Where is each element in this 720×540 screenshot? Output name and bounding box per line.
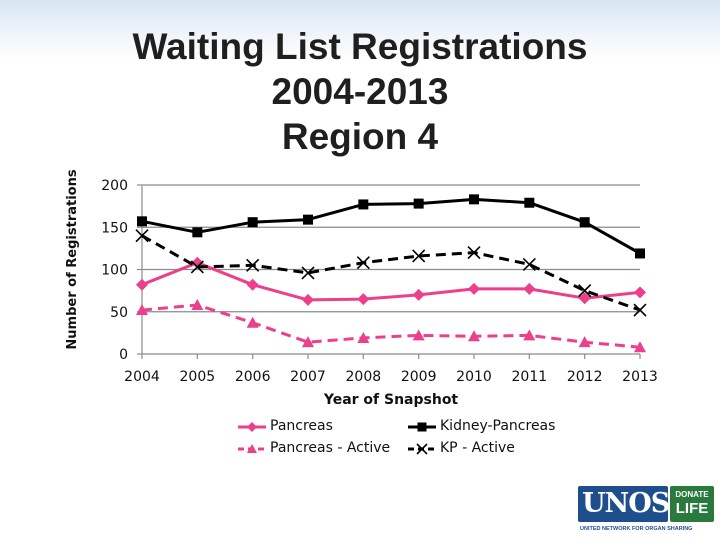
- legend-label: Pancreas - Active: [270, 440, 391, 456]
- data-point-x: [135, 229, 149, 243]
- data-point-square: [469, 194, 479, 205]
- x-tick-label: 2009: [401, 369, 437, 385]
- legend-label: Kidney-Pancreas: [440, 418, 556, 434]
- data-point-triangle: [578, 336, 591, 348]
- chart-legend: Pancreas Kidney-Pancreas Pancreas - Acti…: [236, 417, 596, 463]
- data-point-triangle: [357, 331, 370, 343]
- data-point-x: [578, 284, 592, 298]
- series-pancreas-active: [136, 298, 646, 353]
- data-point-x: [190, 260, 204, 274]
- data-point-diamond: [357, 293, 370, 306]
- title-line-2: 2004-2013: [271, 71, 449, 112]
- data-point-triangle: [302, 336, 314, 348]
- y-axis-title: Number of Registrations: [65, 169, 80, 349]
- x-axis-title: Year of Snapshot: [323, 392, 459, 408]
- series-line: [141, 197, 641, 255]
- data-point-square: [413, 198, 424, 209]
- data-point-triangle: [523, 329, 536, 341]
- series-kp-active: [135, 229, 647, 317]
- series-kidney-pancreas: [137, 194, 645, 259]
- data-point-square: [635, 248, 645, 259]
- title-line-1: Waiting List Registrations: [132, 26, 588, 67]
- data-point-triangle: [412, 329, 425, 341]
- data-point-diamond: [523, 282, 536, 295]
- header-band: [0, 0, 720, 60]
- series-group: [135, 194, 647, 353]
- data-point-square: [303, 214, 313, 225]
- x-tick-label: 2007: [290, 369, 326, 385]
- data-point-diamond: [468, 282, 480, 295]
- y-tick-label: 50: [110, 305, 128, 321]
- logo-wordmark-box: UNOS: [578, 486, 670, 522]
- data-point-x: [522, 257, 536, 271]
- badge-bottom-text: LIFE: [675, 500, 709, 517]
- x-tick-label: 2008: [346, 369, 382, 385]
- series-line: [141, 261, 641, 302]
- data-point-x: [301, 266, 315, 280]
- data-point-square: [247, 217, 258, 228]
- data-point-x: [412, 249, 426, 263]
- series-line: [141, 234, 641, 312]
- logo-tagline: UNITED NETWORK FOR ORGAN SHARING: [580, 526, 693, 532]
- unos-logo: UNOS DONATE LIFE UNITED NETWORK FOR ORGA…: [578, 486, 718, 536]
- slide-title: Waiting List Registrations 2004-2013 Reg…: [0, 24, 720, 159]
- x-tick-label: 2004: [124, 369, 160, 385]
- data-point-x: [356, 256, 370, 270]
- badge-top-text: DONATE: [675, 490, 709, 499]
- data-point-triangle: [136, 304, 148, 316]
- title-line-3: Region 4: [281, 116, 439, 157]
- data-point-triangle: [191, 298, 204, 310]
- axes: [137, 184, 641, 359]
- gridlines: [142, 184, 640, 313]
- legend-label: KP - Active: [440, 440, 515, 456]
- data-point-square: [137, 216, 147, 227]
- x-tick-label: 2010: [456, 369, 492, 385]
- data-point-diamond: [412, 288, 425, 301]
- data-point-x: [633, 303, 647, 317]
- data-point-diamond: [634, 286, 646, 299]
- data-point-x: [467, 246, 481, 260]
- x-tick-label: 2012: [567, 369, 603, 385]
- data-point-diamond: [136, 278, 148, 291]
- axis-labels: 0 50 100 150 200 2004 2005 2006 2007 2008 2009 2010…: [65, 169, 658, 408]
- y-tick-label: 0: [119, 347, 128, 363]
- data-point-square: [579, 217, 590, 228]
- data-point-triangle: [246, 316, 259, 328]
- data-point-x: [246, 258, 260, 272]
- data-point-triangle: [634, 341, 646, 353]
- legend-label: Pancreas: [270, 418, 333, 434]
- legend-marker-x: [408, 443, 436, 455]
- data-point-square: [524, 197, 535, 208]
- legend-marker-triangle: [238, 444, 266, 453]
- logo-wordmark: UNOS: [582, 488, 670, 519]
- data-point-square: [192, 227, 203, 238]
- y-tick-label: 200: [101, 178, 128, 194]
- data-point-diamond: [246, 278, 259, 291]
- x-tick-label: 2011: [512, 369, 548, 385]
- legend-marker-square: [408, 422, 436, 432]
- data-point-square: [358, 199, 369, 210]
- y-tick-label: 100: [101, 263, 128, 279]
- series-pancreas: [136, 256, 646, 306]
- legend-marker-diamond: [238, 422, 266, 432]
- data-point-triangle: [468, 330, 480, 342]
- donate-life-badge: DONATE LIFE: [670, 486, 714, 522]
- y-tick-label: 150: [101, 220, 128, 236]
- data-point-diamond: [578, 292, 591, 305]
- series-line: [141, 303, 641, 349]
- x-tick-label: 2006: [235, 369, 271, 385]
- data-point-diamond: [302, 293, 314, 306]
- x-tick-label: 2005: [180, 369, 216, 385]
- x-tick-label: 2013: [622, 369, 658, 385]
